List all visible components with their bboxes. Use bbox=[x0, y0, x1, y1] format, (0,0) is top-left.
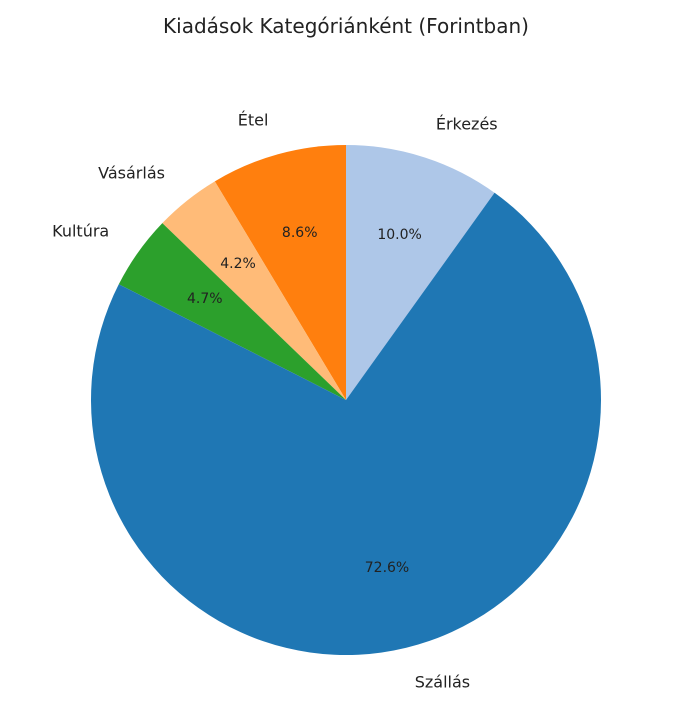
pie-category-label: Étel bbox=[238, 110, 269, 129]
pie-category-label: Érkezés bbox=[436, 114, 498, 133]
pie-pct-label: 8.6% bbox=[282, 225, 318, 241]
pie-pct-label: 10.0% bbox=[377, 227, 421, 243]
pie-pct-label: 4.2% bbox=[220, 256, 256, 272]
pie-chart bbox=[0, 0, 692, 720]
pie-pct-label: 72.6% bbox=[365, 560, 409, 576]
pie-category-label: Kultúra bbox=[52, 222, 109, 241]
pie-category-label: Vásárlás bbox=[98, 163, 165, 182]
pie-category-label: Szállás bbox=[415, 673, 470, 692]
pie-pct-label: 4.7% bbox=[187, 291, 223, 307]
